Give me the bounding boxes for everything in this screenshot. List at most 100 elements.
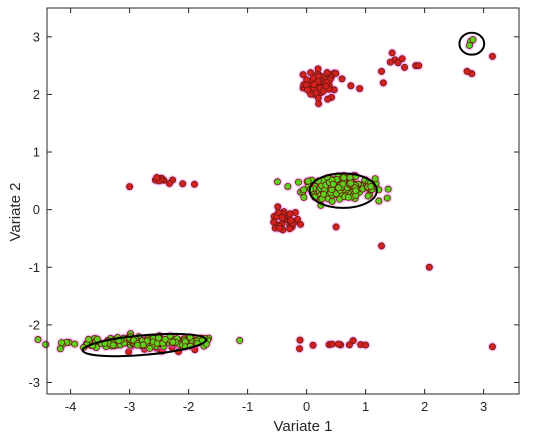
data-point: [329, 180, 337, 188]
y-tick-label: -2: [28, 317, 40, 332]
data-point: [300, 193, 308, 201]
data-point: [287, 216, 295, 224]
axes-box: [46, 7, 520, 395]
data-point: [469, 36, 477, 44]
data-point: [161, 335, 169, 343]
cluster-ellipses: [81, 31, 486, 358]
data-point: [315, 100, 323, 108]
data-point: [274, 209, 282, 217]
data-point: [58, 339, 66, 347]
data-point: [319, 87, 327, 95]
data-point: [384, 185, 392, 193]
data-point: [190, 180, 198, 188]
confidence-ellipse: [81, 332, 208, 358]
data-point: [344, 193, 352, 201]
x-tick-label: -1: [242, 399, 254, 414]
data-point: [314, 65, 322, 73]
data-point: [34, 336, 42, 344]
data-point: [146, 344, 154, 352]
data-point: [330, 86, 338, 94]
data-point: [340, 174, 348, 182]
data-point: [133, 341, 141, 349]
data-point: [328, 197, 336, 205]
data-point: [274, 203, 282, 211]
x-tick-label: 3: [480, 399, 487, 414]
x-tick-label: 1: [362, 399, 369, 414]
data-point: [375, 197, 383, 205]
data-point: [300, 186, 308, 194]
data-point: [312, 89, 320, 97]
x-tick-label: -2: [183, 399, 195, 414]
data-point: [394, 59, 402, 67]
x-axis-label: Variate 1: [274, 418, 333, 435]
data-point: [378, 242, 386, 250]
series-1-points: [33, 34, 478, 354]
data-point: [286, 225, 294, 233]
data-point: [364, 192, 372, 200]
data-point: [332, 69, 340, 77]
data-point: [379, 79, 387, 87]
data-point: [425, 263, 433, 271]
data-point: [488, 52, 496, 60]
x-tick-label: 2: [421, 399, 428, 414]
data-point: [352, 187, 360, 195]
data-point: [284, 183, 292, 191]
confidence-ellipse: [458, 31, 486, 56]
axes: -4 -3 -2 -1 0 1 2 3 -3 -2 -1 0 1 2 3: [28, 7, 520, 414]
data-point: [320, 190, 328, 198]
data-point: [307, 69, 315, 77]
data-point: [169, 338, 177, 346]
data-point: [296, 336, 304, 344]
data-point: [286, 210, 294, 218]
data-point: [85, 335, 93, 343]
data-point: [165, 180, 173, 188]
data-point: [328, 340, 336, 348]
data-point: [371, 175, 379, 183]
data-point: [278, 214, 286, 222]
data-point: [297, 220, 305, 228]
y-tick-label: 2: [33, 87, 40, 102]
data-point: [347, 82, 355, 90]
data-point: [488, 343, 496, 351]
y-tick-label: -3: [28, 375, 40, 390]
data-point: [304, 86, 312, 94]
data-point: [270, 218, 278, 226]
data-point: [415, 62, 423, 70]
y-axis-label: Variate 2: [7, 183, 24, 242]
x-tick-label: -4: [65, 399, 77, 414]
plot-background: [47, 8, 519, 394]
data-point: [56, 345, 64, 353]
data-point: [236, 336, 244, 344]
data-point: [324, 95, 332, 103]
data-point: [362, 341, 370, 349]
data-point: [388, 49, 396, 57]
data-point: [275, 224, 283, 232]
data-point: [42, 340, 50, 348]
y-tick-label: 3: [33, 29, 40, 44]
data-point: [338, 75, 346, 83]
data-point: [335, 184, 343, 192]
data-point: [310, 81, 318, 89]
data-point: [71, 340, 79, 348]
y-tick-label: -1: [28, 260, 40, 275]
data-point: [155, 334, 163, 342]
data-point: [296, 345, 304, 353]
data-point: [304, 177, 312, 185]
data-point: [345, 341, 353, 349]
data-point: [383, 194, 391, 202]
data-point: [334, 340, 342, 348]
data-point: [465, 41, 473, 49]
data-point: [294, 178, 302, 186]
data-point: [309, 341, 317, 349]
data-point: [378, 67, 386, 75]
x-tick-label: 0: [303, 399, 310, 414]
data-point: [463, 67, 471, 75]
data-point: [153, 174, 161, 182]
data-point: [126, 183, 134, 191]
y-tick-label: 0: [33, 202, 40, 217]
data-point: [367, 182, 375, 190]
x-tick-label: -3: [124, 399, 136, 414]
data-point: [139, 341, 147, 349]
